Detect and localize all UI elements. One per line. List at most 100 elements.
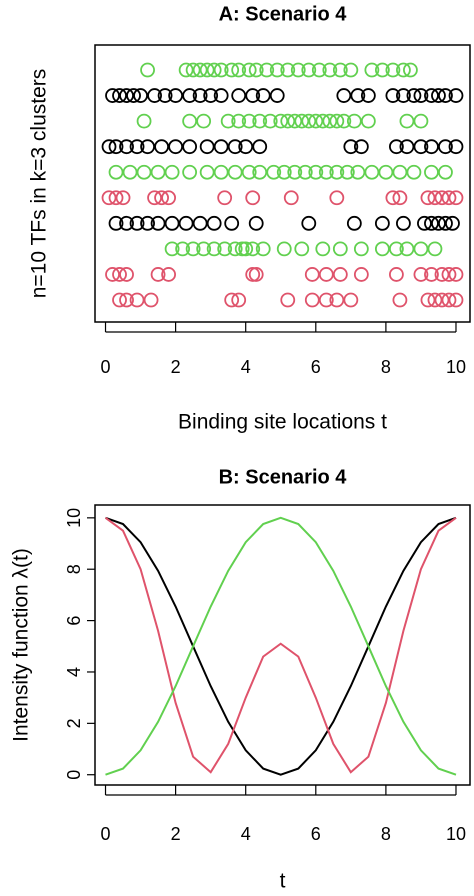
- point: [301, 62, 317, 78]
- point: [231, 113, 247, 129]
- point: [336, 88, 352, 103]
- point: [129, 139, 145, 155]
- point: [161, 267, 176, 282]
- point: [157, 88, 173, 103]
- point: [329, 164, 345, 180]
- point: [280, 292, 296, 308]
- point: [434, 292, 450, 308]
- y-tick-label: 6: [64, 616, 84, 626]
- point: [248, 215, 264, 231]
- point: [238, 241, 254, 257]
- point: [192, 215, 208, 231]
- point: [192, 88, 208, 103]
- point: [364, 164, 380, 180]
- point: [294, 241, 310, 257]
- point: [217, 241, 233, 257]
- point: [112, 292, 127, 308]
- point: [290, 62, 306, 78]
- point: [389, 241, 404, 257]
- point: [329, 190, 345, 206]
- y-axis-label: n=10 TFs in k=3 clusters: [28, 69, 51, 299]
- point: [175, 241, 191, 257]
- point: [406, 88, 422, 103]
- point: [178, 215, 194, 231]
- point: [374, 215, 390, 231]
- point: [353, 139, 369, 155]
- point: [126, 88, 141, 103]
- point: [154, 139, 169, 155]
- point: [403, 62, 418, 78]
- point: [206, 62, 222, 78]
- point: [339, 164, 355, 180]
- point: [108, 190, 124, 206]
- point: [245, 241, 261, 257]
- point: [217, 190, 233, 206]
- point: [182, 164, 198, 180]
- x-tick-label: 6: [311, 357, 321, 377]
- point: [252, 113, 268, 129]
- x-tick-label: 6: [311, 824, 321, 844]
- chart-title: B: Scenario 4: [219, 466, 348, 488]
- point: [147, 190, 162, 206]
- point: [185, 62, 201, 78]
- point: [389, 139, 404, 155]
- point: [396, 215, 411, 231]
- point: [280, 113, 296, 129]
- point: [140, 215, 155, 231]
- point: [294, 113, 310, 129]
- point: [119, 88, 134, 103]
- point: [101, 190, 117, 206]
- point: [413, 88, 429, 103]
- x-tick-label: 4: [241, 824, 251, 844]
- point: [438, 88, 453, 103]
- point: [287, 113, 303, 129]
- point: [441, 190, 457, 206]
- point: [133, 88, 148, 103]
- point: [108, 139, 124, 155]
- point: [119, 139, 134, 155]
- point: [315, 241, 331, 257]
- point: [168, 139, 184, 155]
- point: [392, 292, 408, 308]
- line: [105, 516, 457, 776]
- point: [396, 88, 411, 103]
- point: [350, 164, 366, 180]
- x-tick-label: 10: [446, 824, 466, 844]
- point: [136, 164, 152, 180]
- point: [301, 215, 317, 231]
- point: [413, 139, 429, 155]
- point: [227, 164, 243, 180]
- point: [140, 62, 155, 78]
- point: [448, 190, 464, 206]
- point: [154, 190, 169, 206]
- point: [192, 62, 208, 78]
- point: [150, 215, 166, 231]
- point: [424, 267, 439, 282]
- point: [448, 292, 464, 308]
- point: [399, 113, 415, 129]
- point: [413, 113, 429, 129]
- x-tick-label: 0: [101, 824, 111, 844]
- x-axis-label: Binding site locations t: [178, 411, 387, 434]
- point: [392, 190, 408, 206]
- point: [245, 190, 261, 206]
- x-tick-label: 4: [241, 357, 251, 377]
- point: [164, 215, 180, 231]
- point: [427, 241, 443, 257]
- point: [399, 139, 415, 155]
- point: [329, 292, 345, 308]
- point: [168, 88, 184, 103]
- point: [329, 113, 345, 129]
- y-tick-label: 8: [64, 564, 84, 574]
- point: [164, 241, 180, 257]
- x-tick-label: 10: [446, 357, 466, 377]
- point: [406, 164, 422, 180]
- point: [276, 241, 292, 257]
- point: [434, 267, 450, 282]
- point: [129, 215, 145, 231]
- point: [129, 292, 145, 308]
- point: [389, 267, 404, 282]
- point: [269, 88, 285, 103]
- point: [143, 292, 159, 308]
